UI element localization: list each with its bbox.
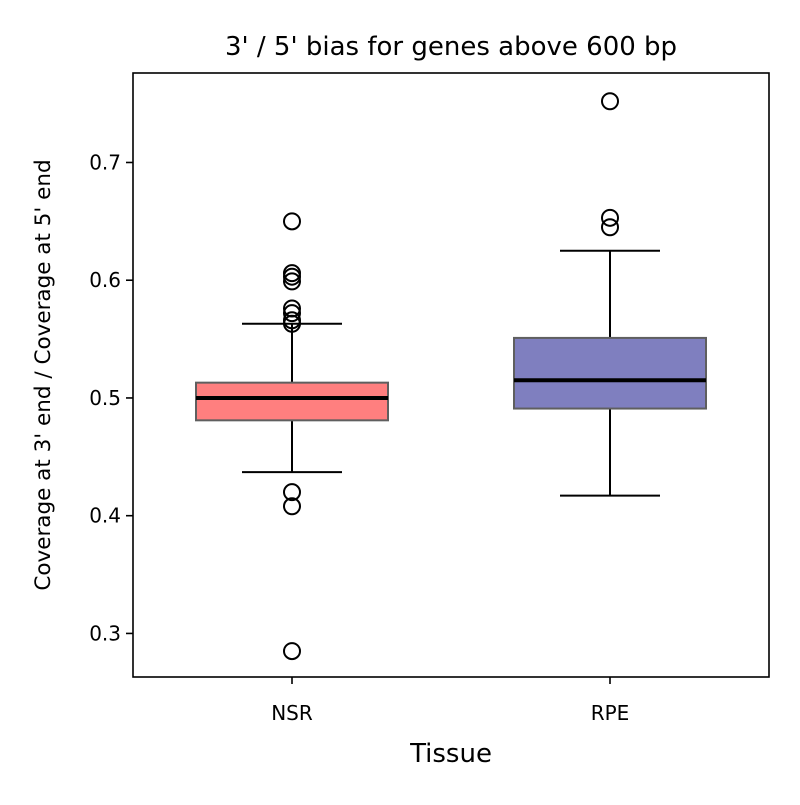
outlier-point-rpe [601, 218, 619, 237]
outlier-point-nsr [283, 212, 301, 231]
y-tick-label: 0.4 [89, 504, 121, 528]
y-tick-label: 0.6 [89, 268, 121, 292]
y-tick-label: 0.7 [89, 150, 121, 174]
outlier-point-nsr [283, 642, 301, 661]
x-tick-label: NSR [271, 701, 313, 725]
outlier-point-nsr [283, 267, 301, 286]
outlier-point-nsr [283, 497, 301, 516]
x-tick-label: RPE [591, 701, 630, 725]
outlier-point-rpe [601, 208, 619, 227]
outlier-point-nsr [283, 272, 301, 291]
y-tick-label: 0.5 [89, 386, 121, 410]
outlier-point-nsr [283, 483, 301, 502]
box-nsr [195, 381, 389, 422]
y-tick-label: 0.3 [89, 621, 121, 645]
outlier-point-rpe [601, 92, 619, 111]
y-axis-label: Coverage at 3' end / Coverage at 5' end [31, 159, 56, 590]
outlier-point-nsr [283, 304, 301, 323]
chart-title: 3' / 5' bias for genes above 600 bp [225, 32, 677, 62]
plot-frame [132, 72, 770, 678]
plot-area: 0.3 0.4 0.5 0.6 0.7 NSR RPE [89, 92, 707, 725]
outlier-point-nsr [283, 314, 301, 333]
x-axis-label: Tissue [409, 739, 492, 769]
box-rpe [513, 336, 707, 410]
